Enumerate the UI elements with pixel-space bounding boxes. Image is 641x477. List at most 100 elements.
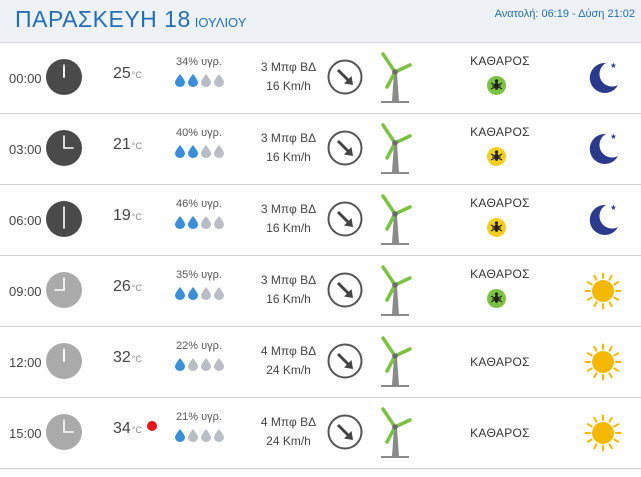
wind-speed: 24 Km/h — [266, 363, 311, 377]
raindrop-icon — [201, 287, 211, 300]
temperature-value: 21 — [113, 136, 131, 153]
wind-turbine-icon — [378, 51, 412, 103]
temperature-unit: °C — [131, 141, 142, 151]
pollen-indicator — [487, 147, 506, 166]
temperature: 25°C — [113, 65, 142, 83]
wind-speed: 24 Km/h — [266, 434, 311, 448]
wind-info: 3 Μπφ ΒΔ 16 Km/h — [236, 200, 341, 238]
raindrop-icon — [175, 287, 185, 300]
raindrop-icon — [188, 145, 198, 158]
temperature-value: 19 — [113, 207, 131, 224]
forecast-row: 15:00 34°C 21% υγρ. 4 Μπφ ΒΔ 24 Km/h ΚΑΘΑΡΟΣ — [0, 398, 641, 469]
time-label: 06:00 — [9, 213, 42, 228]
pollen-indicator — [487, 289, 506, 308]
time-label: 12:00 — [9, 355, 42, 370]
wind-turbine-icon — [378, 264, 412, 316]
wind-turbine-icon — [378, 122, 412, 174]
temperature: 34°C — [113, 420, 142, 438]
wind-info: 3 Μπφ ΒΔ 16 Km/h — [236, 58, 341, 96]
temperature: 32°C — [113, 349, 142, 367]
sky-condition: ΚΑΘΑΡΟΣ — [470, 426, 530, 440]
humidity-label: 22% υγρ. — [176, 340, 222, 352]
humidity-label: 35% υγρ. — [176, 269, 222, 281]
temperature-unit: °C — [131, 70, 142, 80]
forecast-row: 00:00 25°C 34% υγρ. 3 Μπφ ΒΔ 16 Km/h ΚΑΘΑΡΟΣ — [0, 43, 641, 114]
humidity-label: 40% υγρ. — [176, 127, 222, 139]
temperature-unit: °C — [131, 283, 142, 293]
wind-direction-icon — [327, 272, 363, 308]
sun-icon — [584, 343, 622, 381]
forecast-rows: 00:00 25°C 34% υγρ. 3 Μπφ ΒΔ 16 Km/h ΚΑΘΑΡΟΣ 0… — [0, 43, 641, 469]
wind-turbine-icon — [378, 406, 412, 458]
pollen-indicator — [487, 76, 506, 95]
clock-icon — [46, 272, 82, 308]
clock-icon — [46, 130, 82, 166]
day-label: ΠΑΡΑΣΚΕΥΗ 18 — [15, 6, 191, 32]
time-label: 00:00 — [9, 71, 42, 86]
wind-speed: 16 Km/h — [266, 150, 311, 164]
raindrop-icon — [175, 74, 185, 87]
raindrop-icon — [175, 429, 185, 442]
temperature-unit: °C — [131, 212, 142, 222]
humidity-label: 46% υγρ. — [176, 198, 222, 210]
wind-info: 3 Μπφ ΒΔ 16 Km/h — [236, 129, 341, 167]
raindrop-icon — [175, 358, 185, 371]
heat-alert-dot — [147, 421, 157, 431]
raindrop-icon — [188, 216, 198, 229]
humidity-label: 34% υγρ. — [176, 56, 222, 68]
humidity-drops — [175, 358, 224, 371]
temperature-unit: °C — [131, 425, 142, 435]
raindrop-icon — [188, 287, 198, 300]
raindrop-icon — [201, 358, 211, 371]
temperature: 26°C — [113, 278, 142, 296]
pollen-indicator — [487, 218, 506, 237]
temperature-value: 34 — [113, 420, 131, 437]
wind-turbine-icon — [378, 193, 412, 245]
raindrop-icon — [214, 145, 224, 158]
forecast-row: 09:00 26°C 35% υγρ. 3 Μπφ ΒΔ 16 Km/h ΚΑΘΑΡΟΣ — [0, 256, 641, 327]
moon-icon — [584, 59, 622, 97]
time-label: 09:00 — [9, 284, 42, 299]
sky-condition: ΚΑΘΑΡΟΣ — [470, 267, 530, 281]
humidity-drops — [175, 429, 224, 442]
sky-condition: ΚΑΘΑΡΟΣ — [470, 125, 530, 139]
temperature: 19°C — [113, 207, 142, 225]
humidity-label: 21% υγρ. — [176, 411, 222, 423]
temperature-value: 25 — [113, 65, 131, 82]
time-label: 03:00 — [9, 142, 42, 157]
forecast-row: 03:00 21°C 40% υγρ. 3 Μπφ ΒΔ 16 Km/h ΚΑΘΑΡΟΣ — [0, 114, 641, 185]
humidity-drops — [175, 287, 224, 300]
wind-beaufort: 3 Μπφ ΒΔ — [260, 202, 317, 216]
sky-condition: ΚΑΘΑΡΟΣ — [470, 54, 530, 68]
wind-speed: 16 Km/h — [266, 221, 311, 235]
sun-icon — [584, 414, 622, 452]
raindrop-icon — [214, 216, 224, 229]
moon-icon — [584, 201, 622, 239]
raindrop-icon — [188, 429, 198, 442]
moon-icon — [584, 130, 622, 168]
day-header: ΠΑΡΑΣΚΕΥΗ 18 ΙΟΥΛΙΟΥ Ανατολή: 06:19 - Δύσ… — [0, 0, 641, 43]
sunrise-sunset: Ανατολή: 06:19 - Δύση 21:02 — [494, 8, 635, 20]
sun-icon — [584, 272, 622, 310]
wind-info: 4 Μπφ ΒΔ 24 Km/h — [236, 342, 341, 380]
forecast-row: 06:00 19°C 46% υγρ. 3 Μπφ ΒΔ 16 Km/h ΚΑΘΑΡΟΣ — [0, 185, 641, 256]
raindrop-icon — [214, 287, 224, 300]
raindrop-icon — [188, 74, 198, 87]
wind-beaufort: 3 Μπφ ΒΔ — [260, 60, 317, 74]
humidity-drops — [175, 74, 224, 87]
wind-direction-icon — [327, 59, 363, 95]
wind-beaufort: 3 Μπφ ΒΔ — [260, 131, 317, 145]
wind-beaufort: 4 Μπφ ΒΔ — [260, 344, 317, 358]
clock-icon — [46, 201, 82, 237]
raindrop-icon — [214, 358, 224, 371]
raindrop-icon — [175, 216, 185, 229]
raindrop-icon — [201, 429, 211, 442]
wind-beaufort: 3 Μπφ ΒΔ — [260, 273, 317, 287]
forecast-row: 12:00 32°C 22% υγρ. 4 Μπφ ΒΔ 24 Km/h ΚΑΘΑΡΟΣ — [0, 327, 641, 398]
wind-turbine-icon — [378, 335, 412, 387]
sky-condition: ΚΑΘΑΡΟΣ — [470, 196, 530, 210]
temperature: 21°C — [113, 136, 142, 154]
wind-direction-icon — [327, 414, 363, 450]
raindrop-icon — [188, 358, 198, 371]
month-label: ΙΟΥΛΙΟΥ — [194, 15, 247, 30]
